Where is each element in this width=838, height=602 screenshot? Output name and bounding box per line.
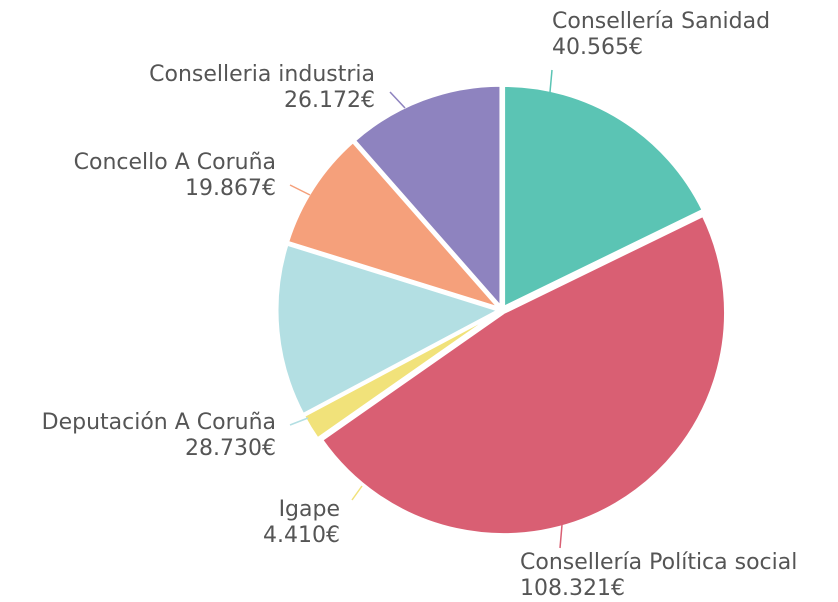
pie-slice: [285, 139, 505, 312]
slice-label: Consellería Política social: [520, 550, 797, 575]
slice-value: 19.867€: [185, 176, 276, 201]
leader-line: [289, 184, 311, 196]
slice-label: Conselleria industria: [149, 62, 375, 87]
slice-label: Igape: [279, 497, 340, 522]
leader-line: [289, 417, 309, 426]
slice-value: 26.172€: [284, 88, 375, 113]
slice-label: Consellería Sanidad: [552, 9, 770, 34]
slice-value: 28.730€: [185, 436, 276, 461]
pie-slice: [352, 83, 503, 312]
leader-line: [351, 485, 363, 501]
leader-line: [389, 91, 406, 109]
leader-line: [549, 69, 553, 93]
pie-slice: [275, 242, 503, 417]
slice-value: 108.321€: [520, 576, 625, 601]
slice-value: 40.565€: [552, 35, 643, 60]
slice-label: Concello A Coruña: [74, 150, 276, 175]
slice-value: 4.410€: [263, 523, 340, 548]
leader-line: [559, 524, 563, 549]
pie-slice: [502, 83, 706, 310]
slice-label: Deputación A Coruña: [42, 410, 276, 435]
pie-slice: [319, 213, 728, 537]
